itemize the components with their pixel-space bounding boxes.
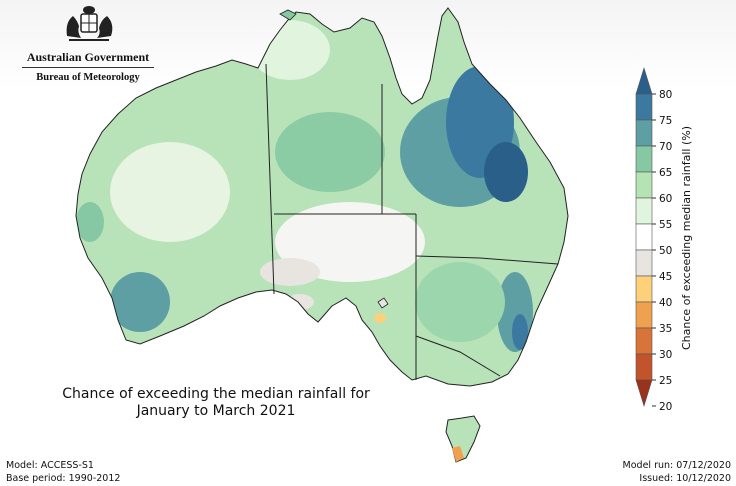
map-title-line1: Chance of exceeding the median rainfall … (62, 386, 370, 402)
legend-tick-label: 75 (659, 115, 672, 127)
base-period-label: Base period: 1990-2012 (6, 473, 121, 484)
kangaroo-island (377, 297, 389, 309)
region-50-central (275, 202, 425, 282)
legend-arrow-top (635, 66, 653, 95)
color-legend: 80 75 70 65 60 55 50 45 40 35 30 25 20 Chance of exc… (635, 66, 693, 413)
bom-logo: Australian Government Bureau of Meteorol… (14, 2, 154, 90)
border-qld-nsw (415, 255, 559, 265)
government-title: Australian Government (26, 50, 150, 64)
legend-tick-label: 80 (659, 89, 672, 101)
region-80-qld (484, 142, 528, 202)
legend-title: Chance of exceeding median rainfall (%) (680, 126, 693, 350)
region-45-sa (260, 258, 320, 286)
region-65-wa-west (76, 202, 104, 242)
legend-tick-label: 65 (659, 167, 672, 179)
legend-tick-label: 40 (659, 297, 672, 309)
tiwi-islands (279, 9, 297, 21)
legend-swatch (635, 249, 653, 277)
legend-tick-label: 45 (659, 271, 672, 283)
legend-swatch (635, 197, 653, 225)
legend-tick-label: 70 (659, 141, 672, 153)
state-borders (265, 63, 559, 380)
legend-swatch (635, 275, 653, 303)
legend-tick-label: 60 (659, 193, 672, 205)
region-70-wa-south (110, 272, 170, 332)
legend-tick-label: 30 (659, 349, 672, 361)
legend-swatch (635, 327, 653, 355)
legend-swatch (635, 353, 653, 381)
title-divider (22, 67, 154, 68)
border-wa (265, 63, 275, 295)
map-title: Chance of exceeding the median rainfall … (40, 386, 392, 420)
legend-tick-label: 35 (659, 323, 672, 335)
legend-tick-labels: 80 75 70 65 60 55 50 45 40 35 30 25 20 (652, 89, 672, 413)
legend-swatch (635, 301, 653, 329)
coat-of-arms-icon (66, 6, 113, 41)
legend-swatch (635, 93, 653, 121)
mainland-coastline (75, 7, 569, 387)
legend-tick-label: 25 (659, 375, 672, 387)
region-75-nsw (512, 314, 528, 350)
region-55-west (110, 142, 230, 242)
region-35-tasmania (452, 446, 464, 462)
bureau-title: Bureau of Meteorology (36, 72, 140, 83)
legend-tick-label: 20 (659, 401, 672, 413)
legend-swatches (635, 66, 653, 408)
legend-swatch (635, 145, 653, 173)
legend-arrow-bottom (635, 379, 653, 408)
legend-swatch (635, 171, 653, 199)
model-label: Model: ACCESS-S1 (6, 460, 94, 471)
region-55-north (250, 20, 330, 80)
region-40-sa (374, 313, 386, 323)
legend-tick-label: 55 (659, 219, 672, 231)
legend-tick-label: 50 (659, 245, 672, 257)
border-nsw-vic (415, 335, 501, 377)
map-title-line2: January to March 2021 (136, 403, 296, 419)
legend-swatch (635, 223, 653, 251)
footer: Model: ACCESS-S1 Base period: 1990-2012 … (0, 459, 736, 486)
model-run-label: Model run: 07/12/2020 (622, 460, 731, 471)
region-65-nt (275, 112, 385, 192)
region-65-nsw (415, 262, 505, 342)
issued-label: Issued: 10/12/2020 (639, 473, 731, 484)
legend-swatch (635, 119, 653, 147)
australia-rainfall-map (75, 7, 569, 463)
